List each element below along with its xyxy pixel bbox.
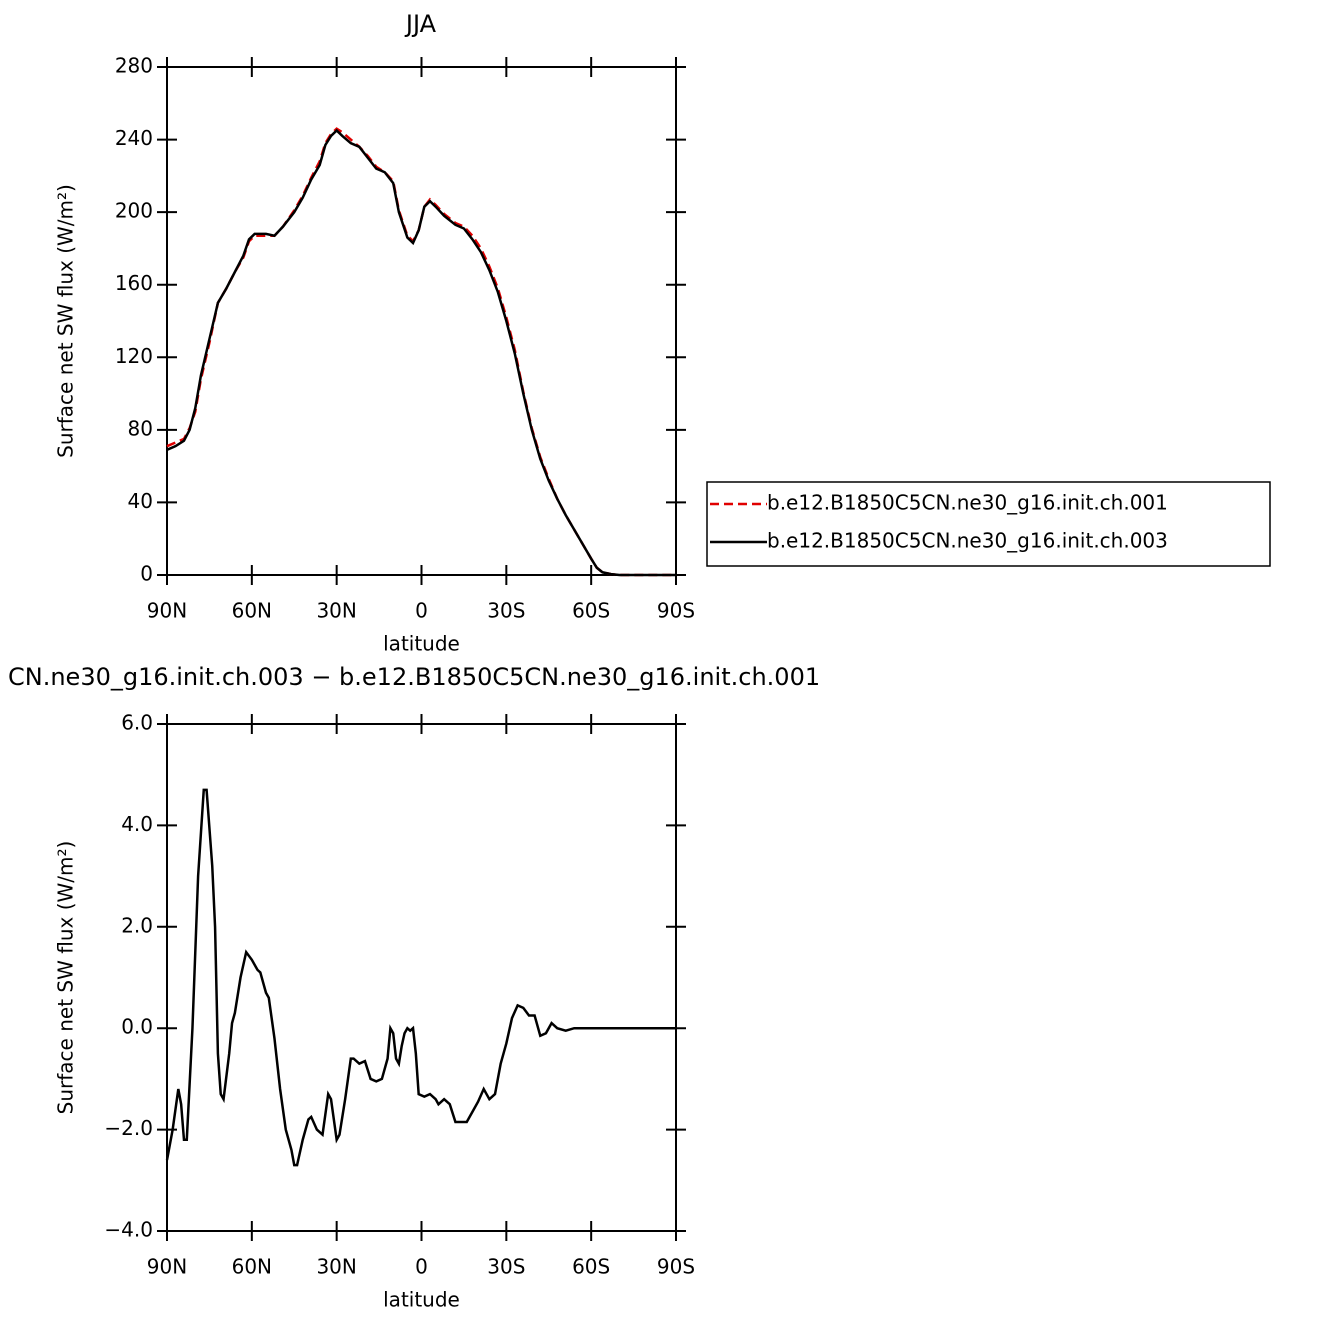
y-tick-label: 160 xyxy=(115,271,153,295)
x-axis-label: latitude xyxy=(383,632,460,656)
y-tick-label: 40 xyxy=(128,489,153,513)
x-tick-label: 30N xyxy=(316,1255,356,1279)
plot-frame xyxy=(166,66,677,576)
y-tick-label: −4.0 xyxy=(104,1218,153,1242)
x-tick-label: 60S xyxy=(572,599,610,623)
y-tick-label: 6.0 xyxy=(121,711,153,735)
x-tick-label: 30S xyxy=(487,1255,525,1279)
x-tick-label: 60N xyxy=(232,599,272,623)
y-tick-label: 2.0 xyxy=(121,913,153,937)
chart-title: CN.ne30_g16.init.ch.003 − b.e12.B1850C5C… xyxy=(8,663,820,691)
y-tick-label: 0 xyxy=(140,562,153,586)
chart-panel: CN.ne30_g16.init.ch.003 − b.e12.B1850C5C… xyxy=(8,663,820,1312)
y-tick-label: 4.0 xyxy=(121,812,153,836)
x-tick-label: 0 xyxy=(415,599,428,623)
legend-box xyxy=(706,481,1271,567)
x-tick-label: 30S xyxy=(487,599,525,623)
y-tick-label: 120 xyxy=(115,344,153,368)
y-tick-label: 200 xyxy=(115,199,153,223)
y-tick-label: 80 xyxy=(128,416,153,440)
x-tick-label: 90S xyxy=(657,599,695,623)
data-line xyxy=(165,788,676,1167)
x-tick-label: 90S xyxy=(657,1255,695,1279)
data-line xyxy=(166,127,676,577)
y-tick-label: −2.0 xyxy=(104,1116,153,1140)
legend-label: b.e12.B1850C5CN.ne30_g16.init.ch.003 xyxy=(767,529,1168,553)
plot-frame xyxy=(166,723,677,1232)
x-tick-label: 60S xyxy=(572,1255,610,1279)
legend-label: b.e12.B1850C5CN.ne30_g16.init.ch.001 xyxy=(767,491,1168,515)
x-tick-label: 60N xyxy=(232,1255,272,1279)
y-tick-label: 240 xyxy=(115,126,153,150)
y-tick-label: 0.0 xyxy=(121,1015,153,1039)
y-axis-label: Surface net SW flux (W/m²) xyxy=(54,841,78,1115)
x-tick-label: 30N xyxy=(316,599,356,623)
x-tick-label: 0 xyxy=(415,1255,428,1279)
x-tick-label: 90N xyxy=(147,599,187,623)
y-axis-label: Surface net SW flux (W/m²) xyxy=(54,184,78,458)
chart-panel: JJA 0 40 80 120 160 200 240 280 90N 60N 30N 0 30S 60S 9… xyxy=(54,10,1271,656)
y-tick-label: 280 xyxy=(115,54,153,78)
x-tick-label: 90N xyxy=(147,1255,187,1279)
x-axis-label: latitude xyxy=(383,1288,460,1312)
data-line xyxy=(166,128,676,577)
chart-title: JJA xyxy=(404,10,437,38)
